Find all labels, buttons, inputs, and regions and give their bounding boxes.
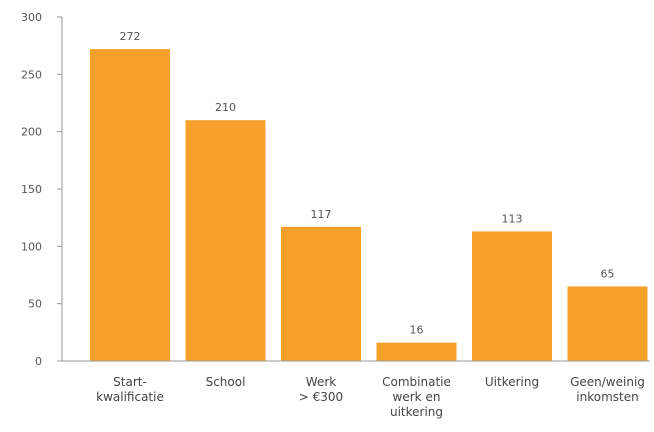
data-label: 117 <box>311 208 332 221</box>
data-label: 272 <box>120 30 141 43</box>
x-category-label: Start- <box>113 375 147 389</box>
bar <box>472 231 552 361</box>
y-tick-label: 250 <box>21 68 42 81</box>
x-category-label: inkomsten <box>576 390 638 404</box>
bar <box>376 342 457 361</box>
y-tick-label: 150 <box>21 183 42 196</box>
data-label: 210 <box>215 101 236 114</box>
y-axis: 0 50 100 150 200 250 300 <box>21 11 63 368</box>
y-tick-label: 100 <box>21 240 42 253</box>
y-tick-label: 300 <box>21 11 42 24</box>
x-category-label: School <box>206 375 246 389</box>
bar <box>185 120 266 361</box>
bar <box>281 226 361 361</box>
x-axis: Start-kwalificatie School Werk> €300 Combin… <box>62 360 650 419</box>
x-category-label: Werk <box>306 375 336 389</box>
x-category-label: werk en <box>393 390 441 404</box>
y-tick-label: 200 <box>21 126 42 139</box>
x-category-label: Geen/weinig <box>570 375 645 389</box>
y-tick-label: 50 <box>28 298 42 311</box>
x-category-label: uitkering <box>390 405 443 419</box>
data-label: 113 <box>502 212 523 225</box>
bar <box>567 286 648 361</box>
data-label: 65 <box>601 267 615 280</box>
y-tick-label: 0 <box>35 355 42 368</box>
x-category-label: Combinatie <box>382 375 451 389</box>
data-label: 16 <box>410 324 424 337</box>
x-category-label: Uitkering <box>485 375 539 389</box>
x-category-label: > €300 <box>299 390 343 404</box>
data-labels: 272 210 117 16 113 65 <box>120 30 615 337</box>
x-category-label: kwalificatie <box>96 390 164 404</box>
bars <box>90 49 648 362</box>
bar <box>90 49 170 362</box>
